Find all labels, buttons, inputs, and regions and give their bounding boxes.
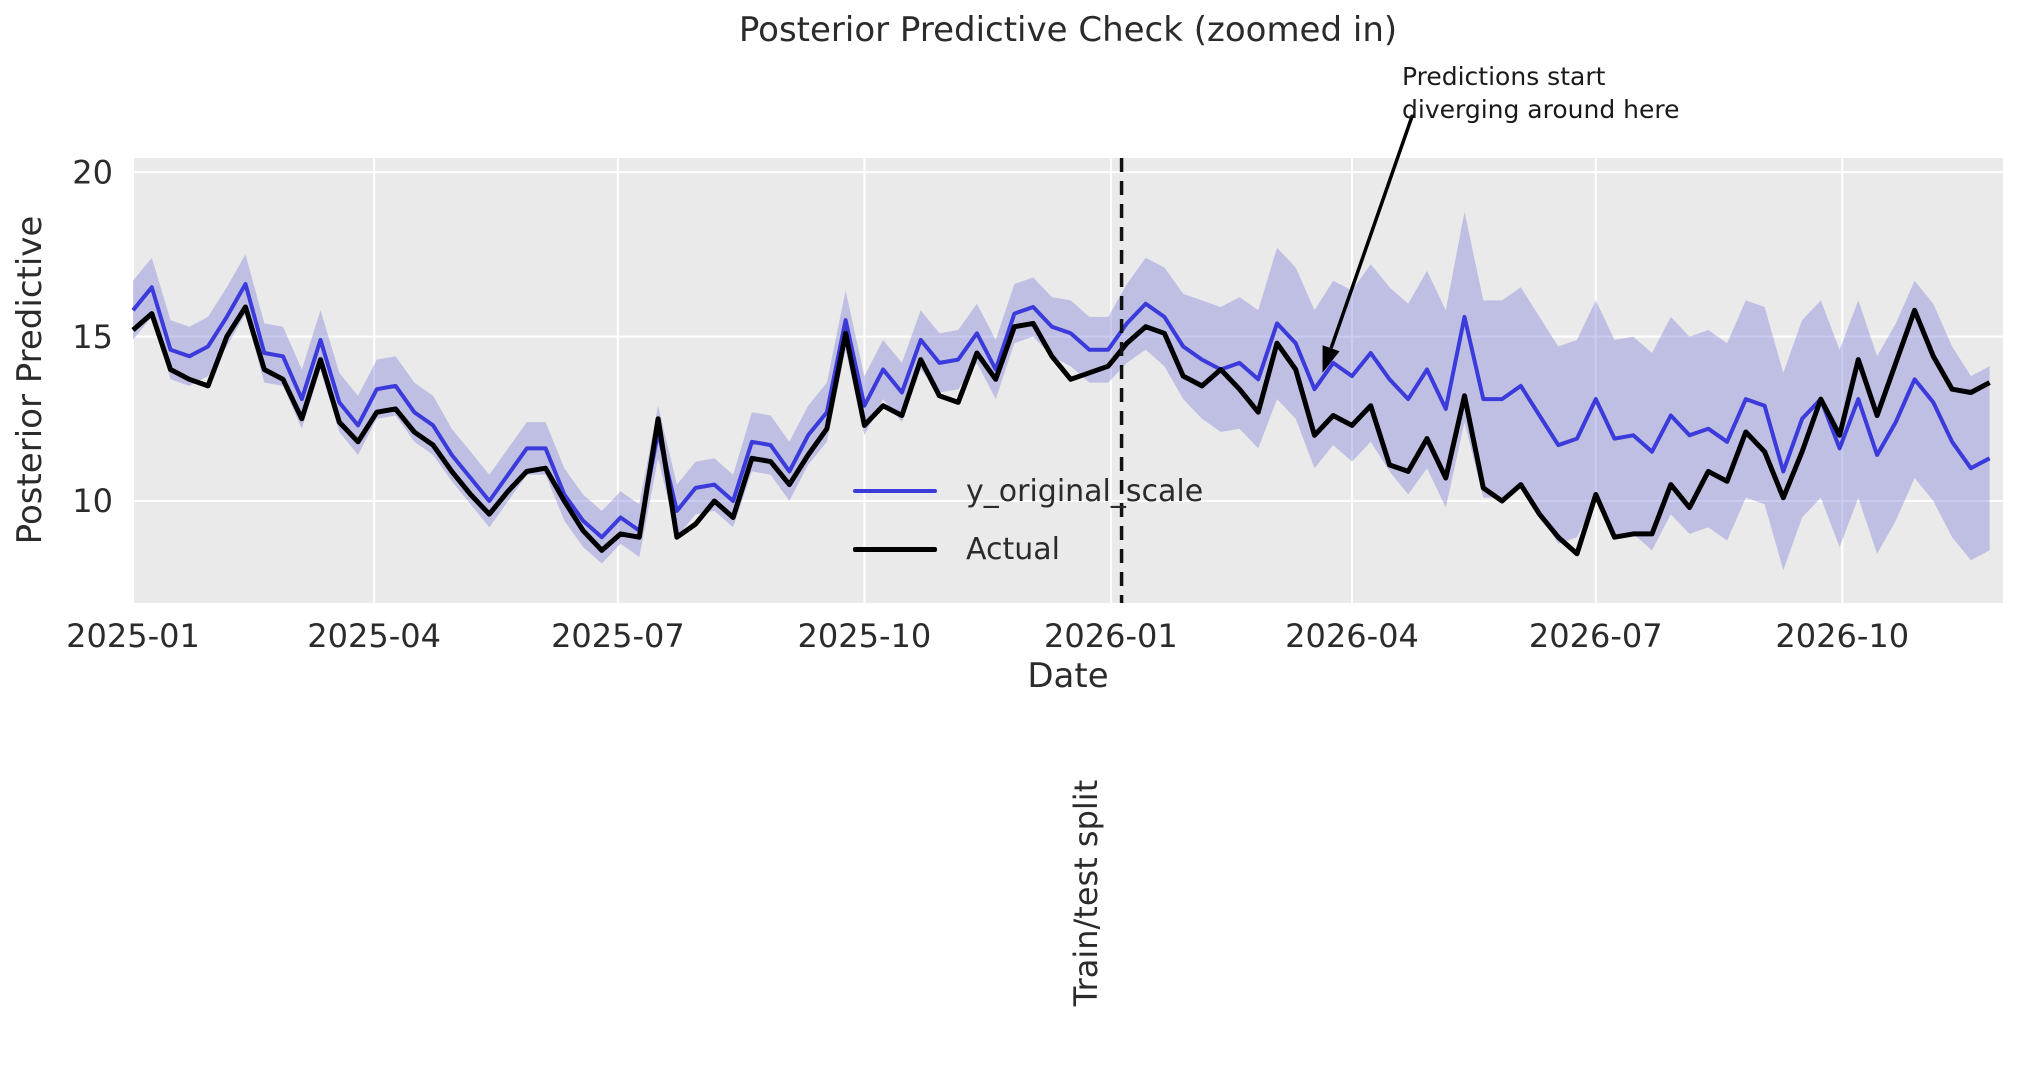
pred-line: [131, 282, 1991, 540]
actual-line-swatch: [853, 546, 937, 552]
y-axis-label: Posterior Predictive: [10, 215, 50, 545]
y-tick-label: 10: [72, 482, 113, 520]
annotation-arrow-head: [1322, 345, 1340, 373]
annotation-arrow-line: [1329, 114, 1415, 349]
x-tick-label: 2025-04: [307, 617, 441, 655]
x-tick-label: 2026-07: [1529, 617, 1663, 655]
x-tick-label: 2025-10: [798, 617, 932, 655]
y-tick-label: 15: [72, 318, 113, 356]
plot-background: [133, 158, 2003, 603]
train-test-split-label: Train/test split: [1067, 779, 1105, 1007]
x-tick-label: 2025-07: [551, 617, 685, 655]
uncertainty-band: [133, 211, 1990, 571]
x-axis-label: Date: [1027, 656, 1109, 696]
x-tick-label: 2025-01: [66, 617, 200, 655]
x-tick-label: 2026-01: [1044, 617, 1178, 655]
pred-line-swatch: [853, 489, 937, 493]
legend-label-pred: y_original_scale: [966, 473, 1204, 509]
annotation-text: Predictions start diverging around here: [1402, 60, 1680, 126]
legend-label-actual: Actual: [966, 531, 1060, 567]
legend-item-pred: y_original_scale: [853, 462, 1203, 520]
chart-title: Posterior Predictive Check (zoomed in): [738, 10, 1398, 50]
y-tick-label: 20: [72, 153, 113, 191]
annotation-line-1: Predictions start: [1402, 62, 1606, 91]
annotation-line-2: diverging around here: [1402, 95, 1680, 124]
x-tick-label: 2026-04: [1285, 617, 1419, 655]
legend-item-actual: Actual: [853, 520, 1203, 578]
x-tick-label: 2026-10: [1775, 617, 1909, 655]
actual-line: [131, 304, 1991, 557]
legend: y_original_scale Actual: [853, 462, 1203, 578]
